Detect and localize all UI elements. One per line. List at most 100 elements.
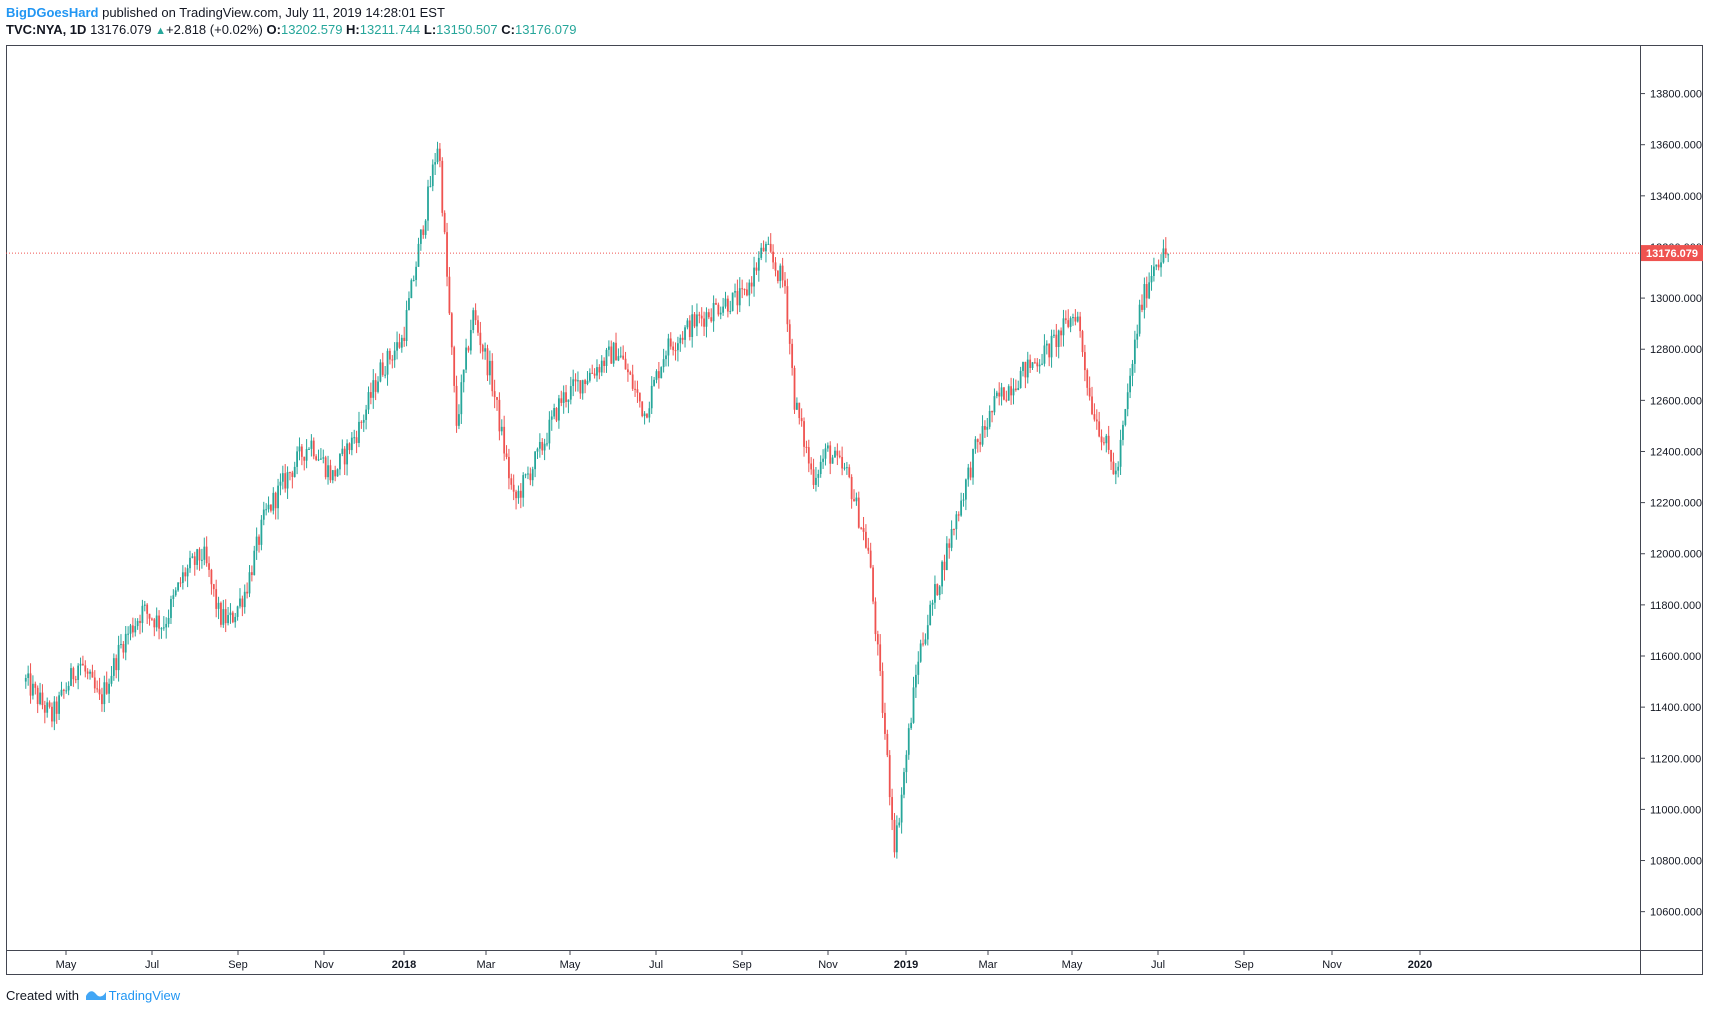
candle-down <box>746 282 748 297</box>
candle-down <box>503 415 506 461</box>
candle-down <box>1164 237 1167 259</box>
candle-down <box>477 315 479 336</box>
candle-down <box>115 654 118 679</box>
candle-down <box>139 614 141 635</box>
candle-up <box>558 394 560 429</box>
time-tick-label: Mar <box>979 959 998 971</box>
candle-up <box>181 565 184 590</box>
candle-down <box>289 471 291 481</box>
candle-up <box>617 348 620 362</box>
candle-up <box>988 405 991 430</box>
candle-down <box>998 382 1001 406</box>
candle-up <box>731 292 734 312</box>
candle-up <box>553 403 556 420</box>
candle-up <box>767 236 770 245</box>
candle-up <box>757 251 760 282</box>
candle-down <box>34 681 37 695</box>
candle-up <box>1072 313 1074 326</box>
candle-down <box>1112 452 1115 475</box>
candle-down <box>762 240 765 252</box>
candle-up <box>522 472 525 507</box>
candle-down <box>86 668 89 680</box>
candle-down <box>1081 329 1084 357</box>
candle-down <box>857 491 860 529</box>
time-tick-label: Nov <box>818 959 838 971</box>
price-tick-label: 11000.000 <box>1650 804 1701 816</box>
candle-down <box>886 729 889 758</box>
candle-down <box>474 303 477 325</box>
candle-down <box>1157 259 1160 271</box>
candle-up <box>1022 361 1024 377</box>
close-value: 13176.079 <box>514 22 577 37</box>
candle-up <box>339 453 341 476</box>
candle-up <box>39 682 41 706</box>
candle-up <box>400 334 403 353</box>
chart-frame <box>6 45 1703 975</box>
candle-down <box>443 210 446 235</box>
candle-up <box>431 159 434 192</box>
candle-down <box>936 583 939 596</box>
candle-up <box>643 411 646 425</box>
candle-up <box>222 599 225 628</box>
candle-up <box>543 438 546 461</box>
candle-down <box>624 351 627 370</box>
candle-down <box>105 671 108 695</box>
candle-up <box>691 305 694 348</box>
candle-down <box>693 311 696 329</box>
candle-up <box>765 241 767 263</box>
candle-down <box>1088 376 1091 401</box>
candle-up <box>60 681 63 697</box>
chart-area[interactable]: 10600.000 10800.000 11000.000 11200.000 1140… <box>6 45 1703 975</box>
author-name[interactable]: BigDGoesHard <box>6 5 99 20</box>
candle-up <box>843 462 846 471</box>
candle-up <box>1126 383 1129 417</box>
candle-down <box>515 489 517 510</box>
candle-up <box>586 371 589 386</box>
candle-up <box>296 446 299 475</box>
candle-down <box>381 352 384 377</box>
candlestick-chart[interactable]: 10600.000 10800.000 11000.000 11200.000 1140… <box>6 45 1703 975</box>
candle-up <box>424 219 427 239</box>
price-tick-label: 13800.000 <box>1650 89 1702 101</box>
candle-down <box>1010 377 1013 405</box>
tradingview-brand-link[interactable]: TradingView <box>108 988 181 1003</box>
candle-down <box>865 524 867 549</box>
time-tick-label: Nov <box>314 959 334 971</box>
candle-down <box>622 345 625 361</box>
candle-up <box>53 696 56 731</box>
candle-down <box>774 257 777 277</box>
candle-down <box>838 450 841 459</box>
price-tick-label: 10600.000 <box>1650 907 1702 919</box>
candle-down <box>193 551 196 576</box>
candle-up <box>358 411 360 448</box>
candle-down <box>893 812 896 858</box>
candle-down <box>1110 449 1112 470</box>
candle-down <box>615 332 617 361</box>
candle-up <box>917 651 920 685</box>
candle-down <box>36 685 39 714</box>
candle-down <box>1055 323 1058 357</box>
candle-up <box>1017 380 1020 391</box>
candle-down <box>943 554 946 581</box>
candle-up <box>298 437 301 461</box>
candle-up <box>972 448 974 485</box>
candle-down <box>486 344 489 382</box>
candle-down <box>1014 379 1017 392</box>
candle-up <box>155 607 158 632</box>
candle-up <box>724 291 727 309</box>
candle-up <box>189 550 191 573</box>
candle-up <box>534 450 537 478</box>
candle-down <box>491 353 494 397</box>
candle-down <box>51 702 53 728</box>
candle-up <box>1131 359 1134 387</box>
candle-down <box>1048 343 1051 367</box>
candle-down <box>805 440 808 454</box>
candle-down <box>467 345 470 353</box>
candle-up <box>705 307 708 338</box>
candle-up <box>964 478 967 511</box>
candle-down <box>153 617 156 637</box>
candle-down <box>1003 386 1005 401</box>
candle-up <box>108 678 110 704</box>
candle-up <box>686 318 689 330</box>
candle-down <box>84 660 87 678</box>
